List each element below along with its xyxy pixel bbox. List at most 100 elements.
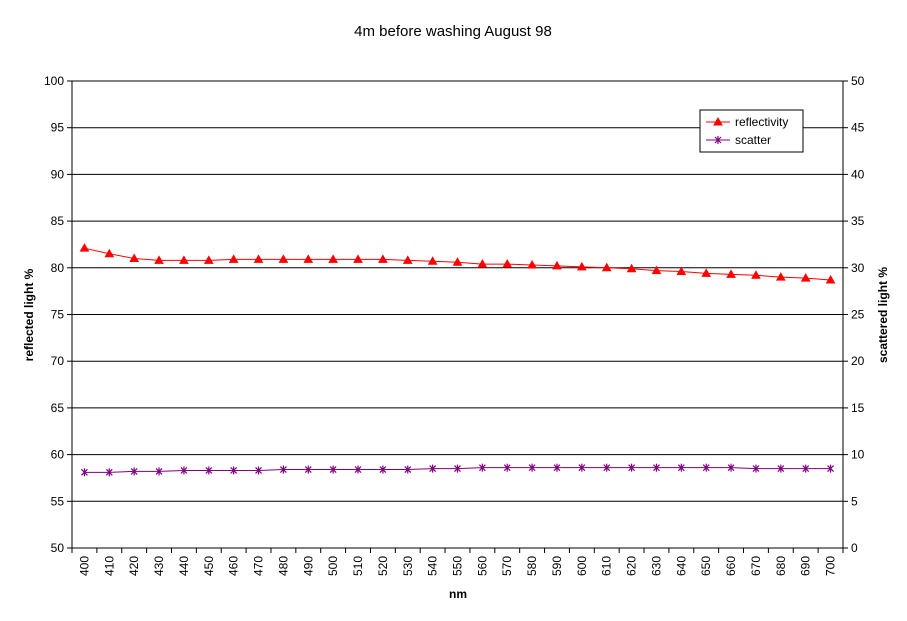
x-tick-label: 410 [102,556,116,576]
x-tick-label: 610 [600,556,614,576]
data-point [752,464,760,473]
right-tick-label: 30 [851,261,865,275]
data-point [378,254,388,263]
x-tick-label: 530 [401,556,415,576]
left-tick-label: 60 [51,448,65,462]
data-point [714,136,722,144]
x-tick-label: 570 [500,556,514,576]
data-point [603,463,611,472]
data-point [79,243,90,252]
right-tick-label: 35 [851,214,865,228]
x-tick-label: 640 [674,556,688,576]
right-tick-label: 0 [851,541,858,555]
x-tick-label: 560 [475,556,489,576]
x-tick-label: 400 [77,556,91,576]
left-tick-label: 55 [51,494,65,508]
data-point [278,254,289,263]
left-axis-ticks: 50 55 60 65 70 75 80 85 90 95 100 [44,74,72,555]
data-point [478,463,486,472]
data-point [553,463,561,472]
data-point [255,466,262,475]
data-point [701,268,712,277]
x-tick-label: 440 [177,556,191,576]
data-point [303,254,314,263]
data-point [81,468,88,477]
x-tick-label: 430 [152,556,166,576]
data-point [713,116,723,126]
data-point [155,467,163,476]
data-point [653,463,660,472]
x-tick-label: 480 [276,556,290,576]
data-point [179,255,189,264]
x-axis-title: nm [449,587,467,601]
data-point [230,466,238,475]
data-point [129,253,140,262]
data-point [827,464,834,473]
data-point [130,467,138,476]
legend: reflectivity scatter [699,109,804,153]
data-point [702,463,710,472]
left-tick-label: 95 [51,121,65,135]
right-tick-label: 25 [851,308,865,322]
data-point [154,255,164,264]
right-tick-label: 50 [851,74,865,88]
data-point [601,262,612,272]
data-point [353,254,363,263]
data-point [727,463,735,472]
data-point [429,464,437,473]
x-tick-label: 510 [351,556,365,576]
data-point [677,463,685,472]
data-point [354,465,362,474]
data-point [329,465,337,474]
right-tick-label: 40 [851,167,865,181]
x-tick-label: 700 [824,556,838,576]
x-tick-label: 630 [649,556,663,576]
x-tick-label: 690 [799,556,813,576]
x-tick-label: 550 [451,556,465,576]
data-point [726,269,736,278]
data-point [228,254,239,263]
left-tick-label: 65 [51,401,65,415]
data-point [651,265,662,275]
y2-axis-title: scattered light % [876,267,890,363]
data-point [676,266,687,276]
right-tick-label: 45 [851,121,865,135]
data-point [477,259,488,268]
data-point [279,465,287,474]
x-tick-label: 660 [724,556,738,576]
x-tick-label: 670 [749,556,763,576]
x-tick-label: 680 [774,556,788,576]
legend-box [699,109,804,153]
right-tick-label: 10 [851,448,865,462]
data-point [578,463,586,472]
data-point [452,257,463,266]
series-layer [79,243,836,477]
right-tick-label: 20 [851,354,865,368]
data-point [105,468,113,477]
legend-label: scatter [735,133,771,147]
data-point [203,255,214,264]
data-point [628,463,636,472]
legend-label: reflectivity [735,115,788,129]
x-tick-label: 600 [575,556,589,576]
data-point [328,254,339,263]
left-tick-label: 80 [51,261,65,275]
series-reflectivity [79,243,836,284]
legend-item-scatter: scatter [706,133,771,147]
data-point [775,272,786,281]
data-point [777,464,785,473]
left-tick-label: 100 [44,74,64,88]
data-point [502,259,513,268]
left-tick-label: 70 [51,354,65,368]
data-point [253,254,264,263]
data-point [379,465,387,474]
data-point [802,464,810,473]
x-tick-label: 650 [699,556,713,576]
series-scatter [81,463,834,477]
data-point [751,270,761,279]
data-point [404,465,412,474]
chart-title: 4m before washing August 98 [354,23,552,40]
x-tick-label: 500 [326,556,340,576]
